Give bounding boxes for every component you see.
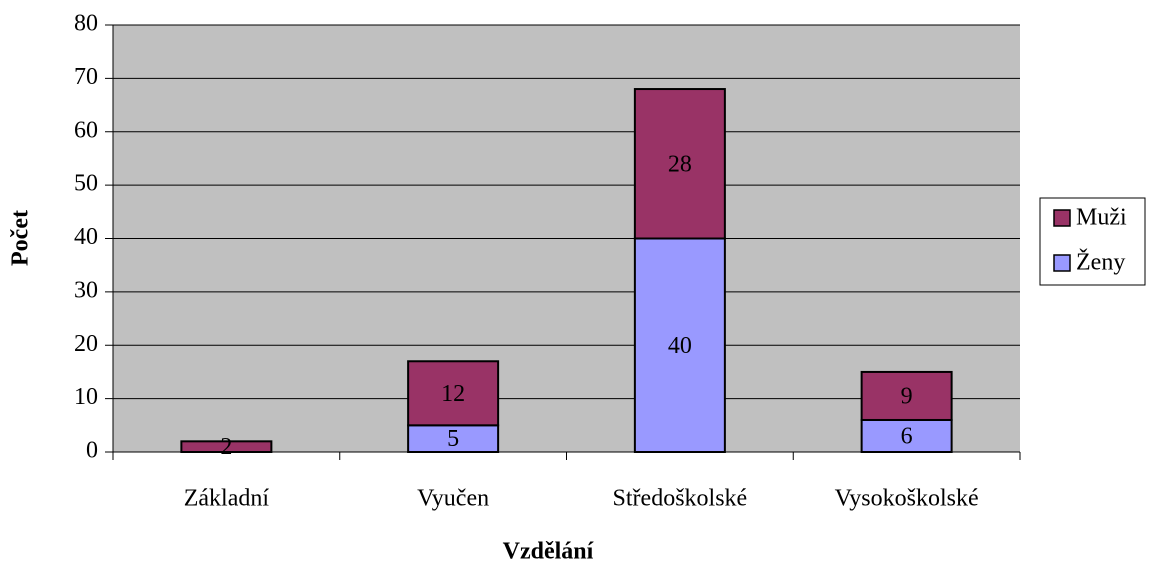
y-tick-label: 30	[74, 277, 98, 303]
bar-segment	[633, 237, 726, 453]
data-label: 9	[901, 383, 913, 409]
x-tick-label: Vysokoškolské	[835, 486, 979, 512]
data-label: 28	[668, 151, 692, 177]
legend-label: Muži	[1076, 205, 1127, 231]
data-label: 40	[668, 333, 692, 359]
y-tick-label: 70	[74, 64, 98, 90]
legend-swatch	[1053, 254, 1071, 272]
legend-swatch	[1053, 209, 1071, 227]
y-tick-label: 60	[74, 117, 98, 143]
x-tick-label: Základní	[184, 486, 270, 512]
x-axis-title: Vzdělání	[503, 539, 594, 565]
data-label: 2	[220, 434, 232, 460]
y-axis-title: Počet	[8, 210, 34, 266]
data-label: 6	[901, 423, 913, 449]
y-tick-label: 10	[74, 384, 98, 410]
data-label: 12	[441, 381, 465, 407]
bar-segment	[860, 370, 953, 421]
bar-segment	[633, 88, 726, 240]
bar-segment	[407, 360, 500, 427]
y-tick-label: 50	[74, 171, 98, 197]
legend-label: Ženy	[1076, 250, 1125, 276]
y-tick-label: 40	[74, 224, 98, 250]
x-tick-label: Vyučen	[417, 486, 489, 512]
y-tick-label: 0	[86, 438, 98, 464]
bar-segment	[860, 418, 953, 454]
y-tick-label: 80	[74, 11, 98, 37]
x-tick-label: Středoškolské	[613, 486, 748, 512]
y-tick-label: 20	[74, 331, 98, 357]
data-label: 5	[447, 426, 459, 452]
bar-segment	[180, 440, 273, 454]
